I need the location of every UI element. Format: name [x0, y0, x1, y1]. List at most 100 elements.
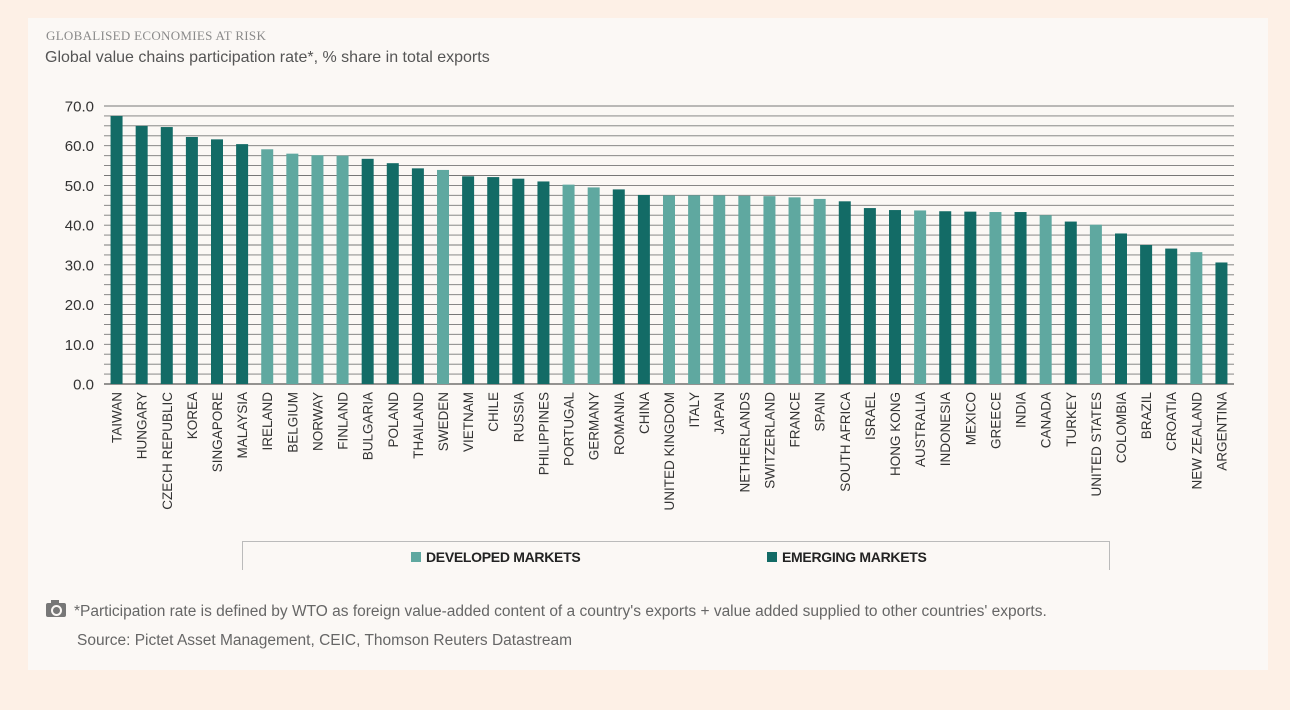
bar [1064, 221, 1077, 384]
source-line: Source: Pictet Asset Management, CEIC, T… [77, 632, 573, 649]
bar [838, 201, 851, 384]
x-tick-label: GREECE [988, 392, 1003, 449]
x-tick-label: MALAYSIA [235, 392, 250, 459]
y-tick-label: 40.0 [65, 218, 94, 235]
x-tick-label: CANADA [1039, 392, 1054, 448]
x-tick-label: HUNGARY [135, 392, 150, 459]
bar [587, 187, 600, 384]
legend-label-developed: DEVELOPED MARKETS [426, 549, 581, 565]
x-tick-label: TURKEY [1064, 392, 1079, 447]
x-tick-label: TAIWAN [110, 392, 125, 443]
x-tick-label: CROATIA [1164, 392, 1179, 451]
bar [361, 158, 374, 384]
x-tick-label: PORTUGAL [562, 392, 577, 467]
bar [537, 181, 550, 384]
x-tick-label: ITALY [687, 392, 702, 428]
x-tick-label: CZECH REPUBLIC [160, 392, 175, 510]
bar [1140, 245, 1153, 384]
x-tick-label: SINGAPORE [210, 392, 225, 472]
bar [788, 197, 801, 384]
bar [612, 189, 625, 384]
bar [738, 195, 751, 384]
bar [1215, 262, 1228, 384]
bar [939, 211, 952, 384]
x-tick-label: NETHERLANDS [737, 392, 752, 493]
bar [688, 195, 701, 384]
bar [211, 139, 223, 384]
bar [286, 153, 299, 384]
bar [336, 155, 349, 384]
x-tick-label: RUSSIA [511, 392, 526, 442]
bar [889, 210, 901, 384]
x-tick-label: FRANCE [788, 392, 803, 448]
footnote: *Participation rate is defined by WTO as… [46, 600, 1047, 621]
bar [1190, 252, 1203, 384]
bar [185, 136, 198, 384]
bar [1115, 233, 1127, 384]
footnote-text: *Participation rate is defined by WTO as… [74, 603, 1047, 620]
x-tick-label: JAPAN [712, 392, 727, 435]
x-tick-label: AUSTRALIA [913, 392, 928, 467]
x-tick-label: ROMANIA [612, 392, 627, 455]
legend-item-developed: DEVELOPED MARKETS [411, 549, 581, 565]
x-tick-label: SPAIN [813, 392, 828, 432]
bar [562, 184, 575, 384]
y-tick-label: 0.0 [73, 377, 94, 394]
x-tick-label: ARGENTINA [1214, 392, 1229, 471]
legend-swatch-emerging [767, 552, 777, 562]
bar [512, 178, 525, 384]
camera-icon [46, 600, 66, 617]
x-tick-label: POLAND [386, 392, 401, 448]
bar [863, 208, 876, 384]
bar [110, 115, 123, 384]
x-tick-label: PHILIPPINES [536, 392, 551, 475]
x-tick-label: NORWAY [310, 392, 325, 451]
x-tick-label: NEW ZEALAND [1189, 392, 1204, 490]
y-tick-label: 30.0 [65, 257, 94, 274]
bar [989, 212, 1002, 384]
y-tick-label: 10.0 [65, 337, 94, 354]
bar [1165, 248, 1178, 384]
x-tick-label: THAILAND [411, 392, 426, 459]
x-tick-label: UNITED STATES [1089, 392, 1104, 497]
y-tick-label: 60.0 [65, 138, 94, 155]
bar [386, 163, 399, 384]
x-tick-label: INDONESIA [938, 392, 953, 466]
bar [1039, 215, 1052, 384]
x-tick-label: VIETNAM [461, 392, 476, 452]
x-tick-label: GERMANY [587, 392, 602, 460]
bar [311, 155, 324, 384]
chart-subtitle: Global value chains participation rate*,… [45, 49, 490, 66]
bar [462, 176, 475, 384]
bar [914, 210, 927, 384]
x-tick-label: BELGIUM [285, 392, 300, 453]
legend-item-emerging: EMERGING MARKETS [767, 549, 927, 565]
x-tick-label: KOREA [185, 392, 200, 439]
x-tick-label: CHINA [637, 392, 652, 434]
x-tick-label: ISRAEL [863, 392, 878, 441]
x-tick-label: CHILE [486, 392, 501, 432]
x-tick-label: INDIA [1014, 392, 1029, 428]
x-tick-label: MEXICO [963, 392, 978, 445]
chart-card: GLOBALISED ECONOMIES AT RISK Global valu… [28, 18, 1268, 670]
x-tick-label: BRAZIL [1139, 392, 1154, 440]
y-tick-label: 20.0 [65, 297, 94, 314]
bar [261, 149, 274, 384]
bar-chart: 0.0 10.0 20.0 30.0 40.0 50.0 60.0 70.0 TAIWAN HUN… [65, 99, 1234, 511]
bar [637, 194, 650, 384]
bar [160, 127, 173, 384]
bar [964, 211, 977, 384]
bar [411, 168, 424, 384]
x-tick-label: IRELAND [260, 392, 275, 451]
bar [813, 198, 826, 384]
bar [763, 196, 776, 384]
x-tick-label: SOUTH AFRICA [838, 392, 853, 492]
bar [236, 144, 249, 384]
y-tick-label: 70.0 [65, 99, 94, 116]
bar [487, 177, 500, 384]
bar [1089, 224, 1102, 384]
chart-legend: DEVELOPED MARKETS EMERGING MARKETS [242, 541, 1110, 570]
x-tick-label: UNITED KINGDOM [662, 392, 677, 511]
x-tick-label: SWEDEN [436, 392, 451, 451]
bar [135, 125, 148, 384]
